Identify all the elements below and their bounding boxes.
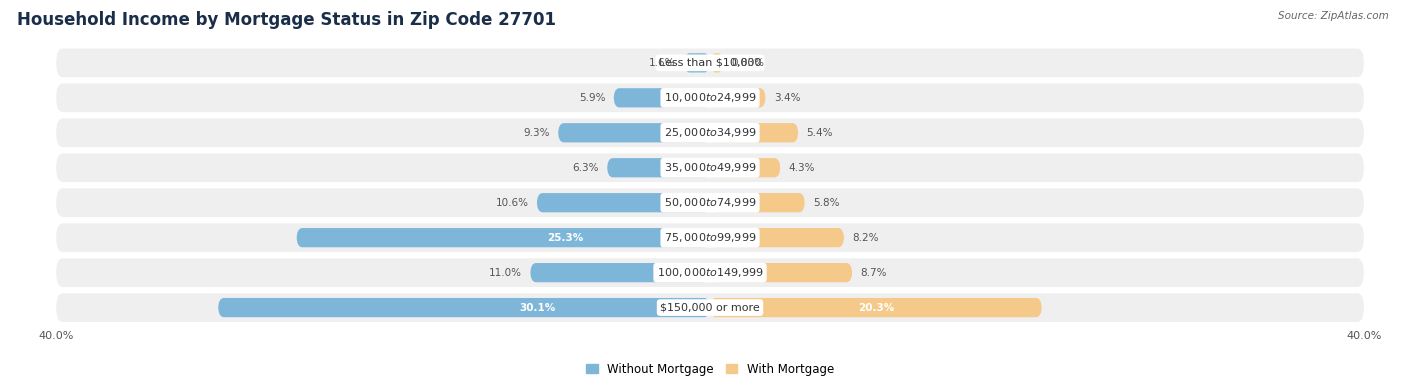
FancyBboxPatch shape — [683, 53, 710, 73]
Text: $75,000 to $99,999: $75,000 to $99,999 — [664, 231, 756, 244]
FancyBboxPatch shape — [56, 188, 1364, 217]
Text: $100,000 to $149,999: $100,000 to $149,999 — [657, 266, 763, 279]
Text: 20.3%: 20.3% — [858, 303, 894, 313]
FancyBboxPatch shape — [56, 223, 1364, 252]
FancyBboxPatch shape — [558, 123, 710, 143]
FancyBboxPatch shape — [710, 88, 766, 107]
Text: 8.2%: 8.2% — [852, 233, 879, 243]
Text: Less than $10,000: Less than $10,000 — [659, 58, 761, 68]
Text: 11.0%: 11.0% — [489, 268, 522, 277]
FancyBboxPatch shape — [56, 118, 1364, 147]
FancyBboxPatch shape — [710, 298, 1042, 317]
Text: $35,000 to $49,999: $35,000 to $49,999 — [664, 161, 756, 174]
Text: 8.7%: 8.7% — [860, 268, 887, 277]
FancyBboxPatch shape — [710, 158, 780, 177]
Text: 4.3%: 4.3% — [789, 163, 815, 173]
Text: 9.3%: 9.3% — [523, 128, 550, 138]
FancyBboxPatch shape — [56, 84, 1364, 112]
Text: 5.4%: 5.4% — [807, 128, 832, 138]
FancyBboxPatch shape — [297, 228, 710, 247]
Legend: Without Mortgage, With Mortgage: Without Mortgage, With Mortgage — [581, 358, 839, 378]
Text: 10.6%: 10.6% — [495, 198, 529, 208]
FancyBboxPatch shape — [613, 88, 710, 107]
FancyBboxPatch shape — [710, 263, 852, 282]
Text: $10,000 to $24,999: $10,000 to $24,999 — [664, 91, 756, 104]
Text: 1.6%: 1.6% — [650, 58, 676, 68]
Text: 30.1%: 30.1% — [520, 303, 555, 313]
FancyBboxPatch shape — [56, 48, 1364, 77]
FancyBboxPatch shape — [530, 263, 710, 282]
FancyBboxPatch shape — [710, 123, 799, 143]
Text: 0.83%: 0.83% — [731, 58, 765, 68]
Text: 25.3%: 25.3% — [547, 233, 583, 243]
Text: 6.3%: 6.3% — [572, 163, 599, 173]
Text: $25,000 to $34,999: $25,000 to $34,999 — [664, 126, 756, 139]
Text: 5.9%: 5.9% — [579, 93, 606, 103]
Text: Household Income by Mortgage Status in Zip Code 27701: Household Income by Mortgage Status in Z… — [17, 11, 555, 29]
FancyBboxPatch shape — [537, 193, 710, 212]
FancyBboxPatch shape — [710, 228, 844, 247]
Text: $150,000 or more: $150,000 or more — [661, 303, 759, 313]
FancyBboxPatch shape — [56, 153, 1364, 182]
FancyBboxPatch shape — [56, 293, 1364, 322]
Text: 5.8%: 5.8% — [813, 198, 839, 208]
Text: Source: ZipAtlas.com: Source: ZipAtlas.com — [1278, 11, 1389, 21]
FancyBboxPatch shape — [218, 298, 710, 317]
FancyBboxPatch shape — [710, 53, 724, 73]
Text: $50,000 to $74,999: $50,000 to $74,999 — [664, 196, 756, 209]
FancyBboxPatch shape — [56, 258, 1364, 287]
FancyBboxPatch shape — [607, 158, 710, 177]
Text: 3.4%: 3.4% — [773, 93, 800, 103]
FancyBboxPatch shape — [710, 193, 804, 212]
